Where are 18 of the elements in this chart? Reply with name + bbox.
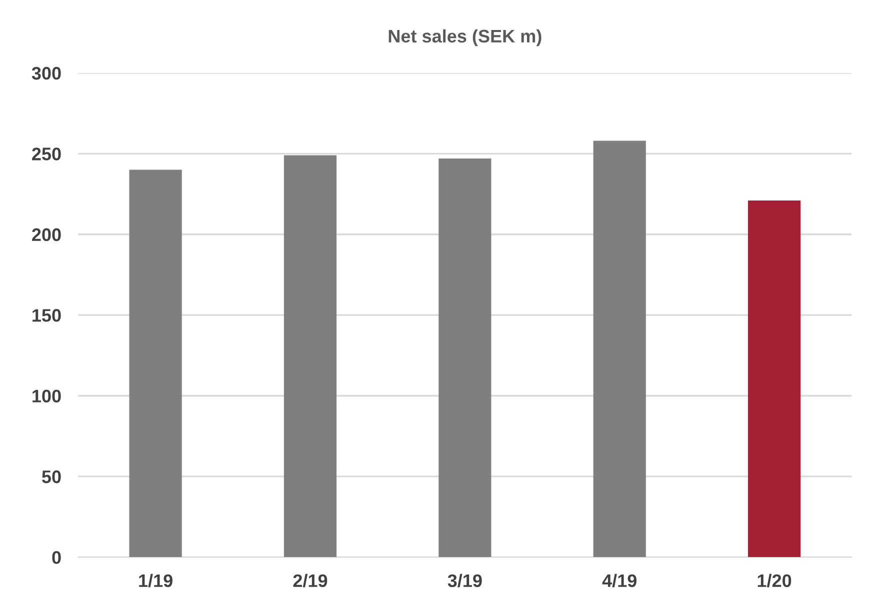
y-tick-label: 300	[32, 66, 61, 80]
y-tick-label: 100	[32, 390, 61, 402]
x-tick-label: 1/20	[758, 574, 792, 588]
y-tick-label: 200	[32, 228, 61, 242]
x-tick-label: 3/19	[448, 574, 482, 588]
bar	[438, 158, 492, 558]
x-tick-label: 4/19	[602, 574, 636, 588]
y-tick-label: 0	[52, 551, 61, 564]
bar	[748, 200, 801, 558]
bar	[129, 170, 182, 558]
bar	[593, 140, 646, 558]
y-tick-label: 250	[32, 148, 61, 160]
x-tick-label: 1/19	[139, 574, 172, 588]
x-tick-label: 2/19	[293, 574, 328, 588]
y-tick-label: 150	[32, 309, 61, 322]
y-tick-label: 50	[42, 470, 61, 484]
bar	[284, 155, 337, 558]
chart-title: Net sales (SEK m)	[388, 29, 542, 46]
